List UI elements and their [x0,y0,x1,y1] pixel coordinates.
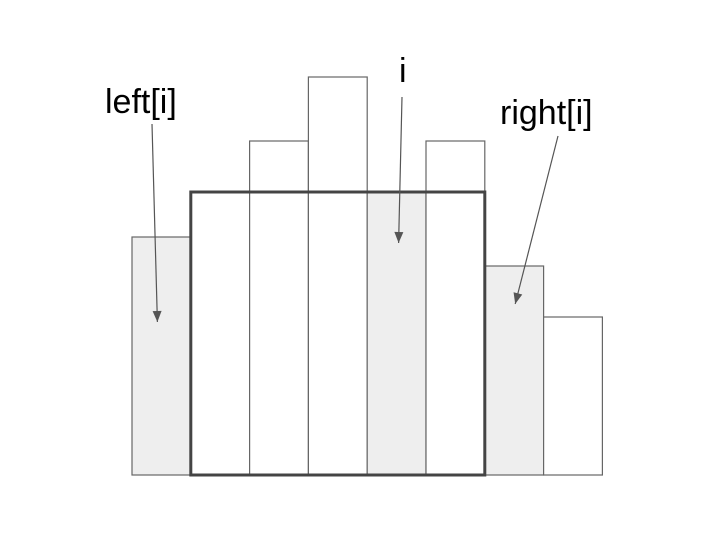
histogram-bar-3 [307,76,368,476]
histogram-bar-0 [131,236,192,476]
largest-rectangle [189,190,487,477]
left-pointer-arrowhead [152,310,162,322]
arrows-group [151,96,559,323]
right-label: right[i] [500,94,593,132]
histogram-bar-2 [249,140,310,476]
i-pointer-arrow [398,96,403,244]
i-label: i [399,52,407,90]
histogram-bar-4 [366,191,427,476]
histogram-bar-6 [484,265,545,476]
left-label: left[i] [105,83,177,121]
right-pointer-arrow [514,135,559,305]
histogram-bar-5 [425,140,486,476]
left-pointer-arrow [151,123,158,323]
i-pointer-arrowhead [394,231,404,243]
right-pointer-arrowhead [513,292,523,304]
bars-group [131,76,603,476]
histogram-bar-1 [190,191,251,476]
histogram-bar-7 [542,316,603,476]
